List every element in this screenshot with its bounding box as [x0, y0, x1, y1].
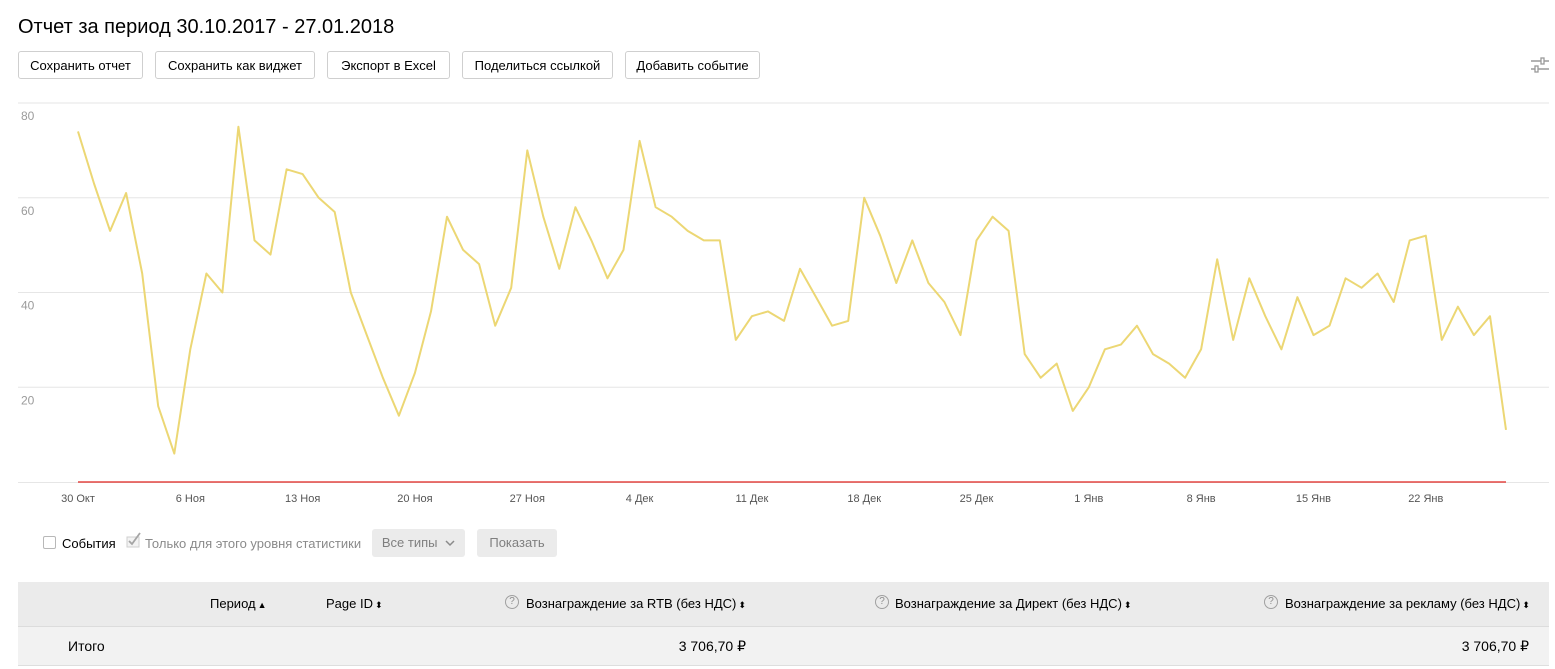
chart-series	[77, 125, 1507, 483]
y-tick-label: 60	[21, 204, 35, 218]
show-events-button[interactable]: Показать	[477, 529, 557, 557]
sort-icon: ⬍	[1522, 600, 1530, 610]
x-axis-ticks: 30 Окт 6 Ноя 13 Ноя 20 Ноя 27 Ноя 4 Дек 11 Дек…	[61, 493, 1443, 505]
column-page-id-label: Page ID	[326, 596, 373, 611]
x-tick-label: 20 Ноя	[397, 493, 432, 505]
share-link-button[interactable]: Поделиться ссылкой	[462, 51, 613, 79]
column-page-id[interactable]: Page ID ⬍	[326, 596, 383, 611]
event-types-dropdown[interactable]: Все типы	[372, 529, 465, 557]
total-ads-value: 3 706,70 ₽	[1461, 638, 1529, 654]
y-axis-ticks: 20 40 60 80	[21, 109, 35, 407]
x-tick-label: 25 Дек	[960, 493, 994, 505]
chevron-down-icon	[445, 540, 455, 547]
checkmark-icon[interactable]	[126, 532, 142, 548]
column-ads[interactable]: Вознаграждение за рекламу (без НДС) ⬍	[1285, 596, 1530, 611]
x-tick-label: 22 Янв	[1408, 493, 1443, 505]
events-filter-bar: События Только для этого уровня статисти…	[0, 528, 1555, 558]
events-checkbox[interactable]	[43, 536, 56, 549]
help-rtb-icon[interactable]: ?	[505, 595, 519, 609]
column-rtb[interactable]: Вознаграждение за RTB (без НДС) ⬍	[526, 596, 746, 611]
help-direct-icon[interactable]: ?	[875, 595, 889, 609]
column-period-label: Период	[210, 596, 256, 611]
x-tick-label: 11 Дек	[735, 493, 768, 505]
column-direct-label: Вознаграждение за Директ (без НДС)	[895, 596, 1122, 611]
y-tick-label: 80	[21, 109, 35, 123]
total-row: Итого 3 706,70 ₽ 3 706,70 ₽	[18, 627, 1549, 666]
x-tick-label: 13 Ноя	[285, 493, 320, 505]
sort-icon: ⬍	[1123, 600, 1132, 610]
sort-icon: ⬍	[374, 600, 383, 610]
x-tick-label: 6 Ноя	[176, 493, 205, 505]
x-tick-label: 15 Янв	[1296, 493, 1331, 505]
x-tick-label: 1 Янв	[1074, 493, 1103, 505]
event-types-value: Все типы	[381, 535, 438, 550]
line-chart: 20 40 60 80 30 Окт 6 Ноя 13 Ноя 20 Ноя 27 Ноя 4 …	[18, 102, 1549, 505]
total-rtb-value: 3 706,70 ₽	[678, 638, 746, 654]
sliders-icon[interactable]	[1530, 56, 1550, 74]
y-tick-label: 40	[21, 299, 35, 313]
x-tick-label: 27 Ноя	[510, 493, 545, 505]
page-title: Отчет за период 30.10.2017 - 27.01.2018	[18, 16, 395, 38]
series-line-1	[77, 125, 1507, 455]
help-ads-icon[interactable]: ?	[1264, 595, 1278, 609]
sort-icon: ⬍	[738, 600, 746, 610]
column-ads-label: Вознаграждение за рекламу (без НДС)	[1285, 596, 1521, 611]
x-tick-label: 8 Янв	[1187, 493, 1216, 505]
export-excel-button[interactable]: Экспорт в Excel	[327, 51, 450, 79]
events-checkbox-label: События	[62, 536, 116, 551]
column-direct[interactable]: Вознаграждение за Директ (без НДС) ⬍	[895, 596, 1131, 611]
save-report-button[interactable]: Сохранить отчет	[18, 51, 143, 79]
total-label: Итого	[68, 638, 105, 654]
x-tick-label: 18 Дек	[847, 493, 881, 505]
x-tick-label: 30 Окт	[61, 493, 95, 505]
y-tick-label: 20	[21, 393, 35, 407]
add-event-button[interactable]: Добавить событие	[625, 51, 760, 79]
column-rtb-label: Вознаграждение за RTB (без НДС)	[526, 596, 737, 611]
table-header: Период ▲ Page ID ⬍ ? Вознаграждение за RTB…	[18, 582, 1549, 627]
chart-grid	[18, 102, 1549, 483]
column-period[interactable]: Период ▲	[210, 596, 267, 611]
level-only-label: Только для этого уровня статистики	[145, 536, 362, 551]
sort-asc-icon: ▲	[257, 600, 267, 610]
save-as-widget-button[interactable]: Сохранить как виджет	[155, 51, 315, 79]
x-tick-label: 4 Дек	[626, 493, 654, 505]
